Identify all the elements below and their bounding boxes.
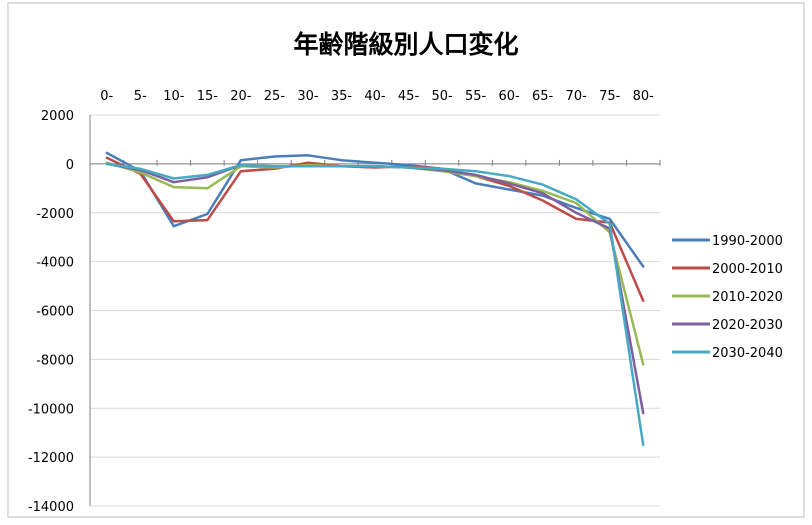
x-tick-label: 45- bbox=[398, 89, 420, 104]
legend: 1990-2000 2000-2010 2010-2020 2020-2030 2030… bbox=[672, 234, 783, 361]
legend-label: 2020-2030 bbox=[712, 318, 783, 333]
y-tick-label: -10000 bbox=[28, 402, 74, 417]
x-tick-label: 5- bbox=[134, 89, 147, 104]
x-tick-label: 25- bbox=[264, 89, 286, 104]
series-lines bbox=[105, 151, 645, 447]
y-tick-label: -14000 bbox=[28, 500, 74, 515]
x-tick-label: 55- bbox=[465, 89, 487, 104]
x-tick-label: 15- bbox=[197, 89, 219, 104]
y-tick-label: -8000 bbox=[36, 353, 74, 368]
x-tick-label: 65- bbox=[532, 89, 554, 104]
x-tick-label: 75- bbox=[599, 89, 621, 104]
y-axis: 2000 0 -2000 -4000 -6000 -8000 -10000 -12000 -14… bbox=[28, 109, 91, 515]
x-tick-label: 80- bbox=[633, 89, 655, 104]
x-tick-label: 30- bbox=[297, 89, 319, 104]
x-tick-label: 0- bbox=[100, 89, 113, 104]
series-line-2030-2040 bbox=[105, 162, 645, 447]
x-tick-label: 20- bbox=[230, 89, 252, 104]
x-tick-label: 35- bbox=[331, 89, 353, 104]
legend-label: 2010-2020 bbox=[712, 290, 783, 305]
legend-label: 2000-2010 bbox=[712, 262, 783, 277]
y-tick-label: -12000 bbox=[28, 451, 74, 466]
x-tick-label: 70- bbox=[566, 89, 588, 104]
y-tick-label: -4000 bbox=[36, 256, 74, 271]
x-tick-label: 10- bbox=[163, 89, 185, 104]
y-tick-label: 0 bbox=[66, 158, 74, 173]
y-tick-label: -6000 bbox=[36, 305, 74, 320]
x-tick-label: 40- bbox=[364, 89, 386, 104]
x-tick-label: 60- bbox=[499, 89, 521, 104]
y-tick-label: -2000 bbox=[36, 207, 74, 222]
x-tick-label: 50- bbox=[431, 89, 453, 104]
y-tick-label: 2000 bbox=[41, 109, 74, 124]
legend-label: 1990-2000 bbox=[712, 234, 783, 249]
chart-title: 年齢階級別人口変化 bbox=[293, 30, 518, 59]
legend-label: 2030-2040 bbox=[712, 346, 783, 361]
chart-border bbox=[7, 2, 805, 518]
